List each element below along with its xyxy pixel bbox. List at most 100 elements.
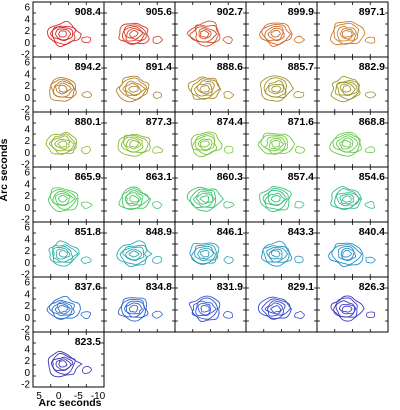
contour-line bbox=[50, 78, 76, 99]
y-tick-label: 0 bbox=[24, 258, 30, 269]
contour-line bbox=[51, 26, 74, 42]
panel-label: 831.9 bbox=[217, 281, 243, 293]
contour-line bbox=[223, 91, 235, 99]
panel-label: 888.6 bbox=[217, 61, 243, 73]
y-tick-label: 0 bbox=[24, 38, 30, 49]
panel: 857.4 bbox=[245, 166, 318, 223]
contour-line bbox=[55, 82, 72, 95]
contour-line bbox=[58, 249, 69, 258]
panel: 865.9 bbox=[32, 166, 105, 223]
contour-line bbox=[191, 244, 219, 265]
x-tick-label: 0 bbox=[56, 391, 62, 402]
contour-line bbox=[118, 22, 150, 45]
contour-line bbox=[342, 85, 352, 93]
contour-line bbox=[265, 136, 287, 152]
contour-line bbox=[196, 192, 214, 205]
contour-line bbox=[186, 186, 224, 212]
contour-line bbox=[264, 300, 286, 317]
panel-frame bbox=[316, 166, 389, 223]
contour-line bbox=[364, 146, 376, 154]
contour-line bbox=[271, 85, 282, 93]
panel-label: 874.4 bbox=[217, 116, 243, 128]
panel-label: 902.7 bbox=[217, 6, 243, 18]
y-tick-label: 6 bbox=[24, 168, 30, 179]
y-axis-label: Arc seconds bbox=[0, 138, 10, 201]
x-tick-label: -5 bbox=[74, 391, 83, 402]
panel-label: 908.4 bbox=[75, 6, 101, 18]
y-tick-label: -2 bbox=[21, 160, 30, 171]
contour-line bbox=[55, 28, 72, 41]
contour-line bbox=[119, 77, 148, 100]
contour-line bbox=[336, 81, 358, 97]
contour-line bbox=[52, 244, 79, 263]
contour-line bbox=[52, 80, 74, 98]
y-tick-label: 2 bbox=[24, 136, 30, 147]
contour-line bbox=[263, 77, 287, 98]
y-tick-label: 0 bbox=[24, 148, 30, 159]
contour-line bbox=[223, 256, 234, 264]
contour-line bbox=[193, 190, 216, 208]
panel: 899.9 bbox=[245, 1, 318, 58]
contour-line bbox=[80, 256, 92, 264]
y-tick-label: -2 bbox=[21, 215, 30, 226]
contour-line bbox=[260, 134, 289, 155]
panel: 882.9 bbox=[316, 56, 389, 113]
panel-frame bbox=[245, 111, 318, 168]
panel: 908.4 bbox=[32, 1, 105, 58]
contour-line bbox=[54, 138, 71, 150]
panel-label: 877.3 bbox=[146, 116, 172, 128]
contour-line bbox=[124, 300, 145, 318]
contour-line bbox=[198, 28, 212, 40]
y-tick-label: 4 bbox=[24, 14, 30, 25]
contour-line bbox=[364, 36, 376, 44]
contour-line bbox=[189, 242, 220, 265]
contour-line bbox=[56, 247, 71, 260]
y-tick-label: 2 bbox=[24, 191, 30, 202]
contour-line bbox=[295, 146, 306, 154]
contour-line bbox=[330, 186, 362, 210]
panel-label: 880.1 bbox=[75, 116, 101, 128]
panel-frame bbox=[316, 56, 389, 113]
contour-line bbox=[194, 80, 215, 97]
panel-frame bbox=[316, 1, 389, 58]
contour-line bbox=[195, 300, 217, 317]
panel: 851.8 bbox=[32, 221, 105, 278]
contour-line bbox=[267, 192, 286, 206]
contour-line bbox=[294, 311, 305, 319]
contour-line bbox=[51, 135, 75, 152]
contour-line bbox=[125, 138, 141, 150]
contour-line bbox=[257, 132, 296, 155]
y-tick-label: -2 bbox=[21, 270, 30, 281]
contour-line bbox=[189, 24, 219, 44]
x-axis-label: Arc seconds bbox=[38, 397, 101, 409]
contour-line bbox=[152, 91, 163, 99]
y-tick-label: 6 bbox=[24, 58, 30, 69]
panel-label: 829.1 bbox=[288, 281, 314, 293]
contour-line bbox=[259, 75, 294, 102]
contour-line bbox=[196, 83, 213, 95]
contour-line bbox=[268, 83, 284, 95]
contour-line bbox=[58, 84, 68, 93]
y-tick-label: 0 bbox=[24, 93, 30, 104]
panel-label: 851.8 bbox=[75, 226, 101, 238]
panel: 823.5 bbox=[32, 331, 105, 388]
panel: 843.3 bbox=[245, 221, 318, 278]
panel: 905.6 bbox=[103, 1, 176, 58]
contour-line bbox=[152, 201, 163, 209]
contour-line bbox=[51, 352, 76, 375]
x-tick-label: -10 bbox=[91, 391, 106, 402]
contour-line bbox=[81, 145, 92, 155]
contour-line bbox=[126, 27, 144, 40]
panel: 888.6 bbox=[174, 56, 247, 113]
contour-line bbox=[54, 303, 71, 315]
contour-line bbox=[123, 136, 144, 153]
panel-frame bbox=[103, 221, 176, 278]
y-tick-label: 6 bbox=[24, 333, 30, 344]
contour-line bbox=[339, 83, 356, 96]
panel: 897.1 bbox=[316, 1, 389, 58]
contour-line bbox=[121, 24, 147, 45]
contour-line bbox=[332, 133, 361, 153]
contour-line bbox=[262, 187, 289, 210]
contour-line bbox=[335, 192, 360, 207]
contour-line bbox=[197, 302, 212, 316]
